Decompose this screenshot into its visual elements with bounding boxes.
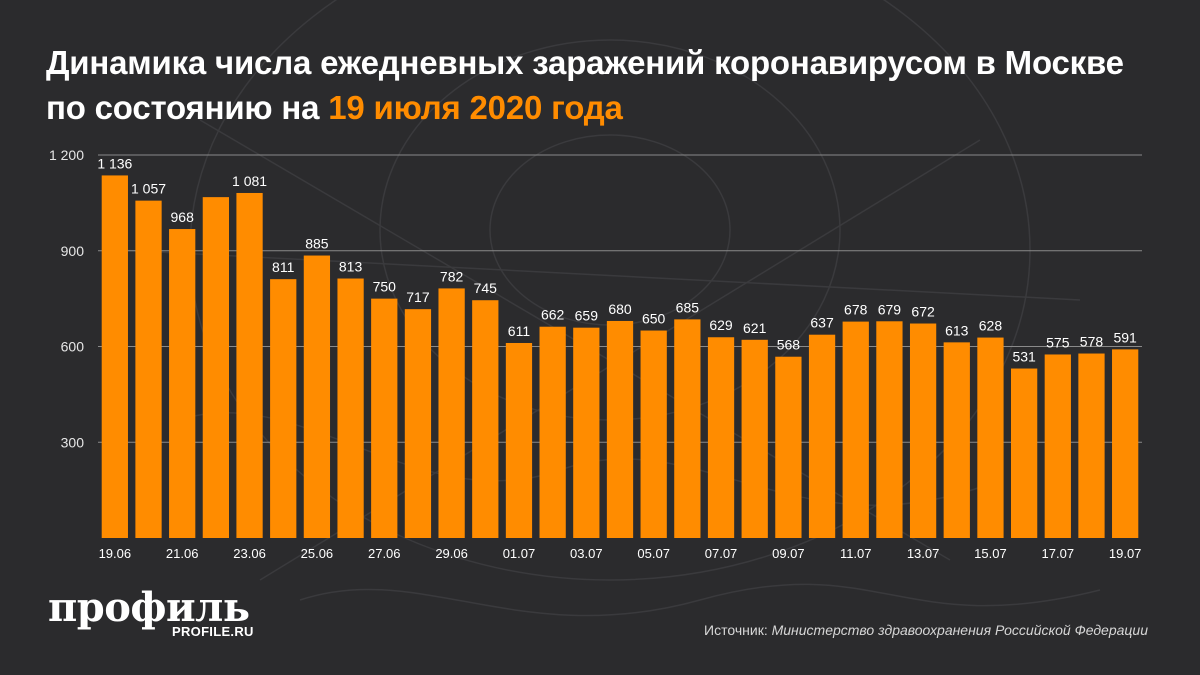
- x-tick-label: 23.06: [233, 546, 266, 561]
- x-tick-label: 09.07: [772, 546, 805, 561]
- bar-03.07: [573, 327, 600, 538]
- bar-18.07: [1078, 353, 1105, 538]
- y-tick-label: 600: [61, 339, 85, 355]
- x-tick-label: 01.07: [503, 546, 536, 561]
- data-label: 575: [1046, 334, 1070, 350]
- label-layer: 1 136 19.06 1 057 968 21.06 1 081 23.06 811 885 2…: [97, 155, 1141, 561]
- data-label: 628: [979, 318, 1003, 334]
- x-tick-label: 29.06: [435, 546, 468, 561]
- data-label: 662: [541, 307, 565, 323]
- bar-29.06: [438, 288, 465, 538]
- title-main: Динамика числа ежедневных заражений коро…: [46, 44, 1124, 126]
- bar-01.07: [505, 342, 533, 538]
- x-tick-label: 15.07: [974, 546, 1007, 561]
- bar-28.06: [404, 309, 432, 538]
- bar-19.07: [1112, 349, 1139, 538]
- bar-30.06: [472, 300, 499, 538]
- data-label: 578: [1080, 334, 1104, 350]
- bar-27.06: [371, 298, 398, 538]
- title-date-highlight: 19 июля 2020 года: [328, 89, 623, 126]
- data-label: 679: [878, 301, 902, 317]
- logo-text: профиль: [48, 584, 250, 631]
- data-label: 811: [272, 259, 295, 275]
- bar-13.07: [909, 323, 937, 538]
- data-label: 672: [911, 304, 935, 320]
- x-tick-label: 25.06: [301, 546, 334, 561]
- data-label: 782: [440, 268, 464, 284]
- data-label: 717: [406, 289, 430, 305]
- x-tick-label: 21.06: [166, 546, 199, 561]
- source-text: Министерство здравоохранения Российской …: [771, 622, 1148, 638]
- bar-15.07: [977, 337, 1004, 538]
- bar-22.06: [202, 197, 230, 538]
- data-label: 1 057: [131, 181, 166, 197]
- data-label: 680: [608, 301, 632, 317]
- y-tick-label: 1 200: [49, 147, 84, 163]
- bar-07.07: [707, 337, 735, 538]
- data-label: 568: [777, 337, 801, 353]
- bar-25.06: [303, 255, 331, 538]
- bar-20.06: [135, 200, 162, 538]
- data-label: 1 136: [97, 155, 132, 171]
- data-label: 745: [474, 280, 498, 296]
- data-label: 611: [508, 323, 531, 339]
- data-label: 678: [844, 302, 868, 318]
- bar-21.06: [169, 229, 196, 538]
- bar-11.07: [842, 321, 869, 538]
- x-tick-label: 19.06: [99, 546, 132, 561]
- x-tick-label: 05.07: [637, 546, 670, 561]
- y-tick-label: 900: [61, 243, 85, 259]
- data-label: 650: [642, 311, 666, 327]
- source-label: Источник:: [704, 622, 772, 638]
- data-label: 968: [171, 209, 195, 225]
- logo-subtext: PROFILE.RU: [172, 624, 254, 639]
- x-tick-label: 13.07: [907, 546, 940, 561]
- bar-26.06: [337, 278, 364, 538]
- bar-layer: [101, 175, 1139, 538]
- x-tick-label: 27.06: [368, 546, 401, 561]
- bar-19.06: [101, 175, 128, 538]
- bar-12.07: [876, 321, 903, 538]
- x-tick-label: 07.07: [705, 546, 738, 561]
- bar-16.07: [1010, 368, 1038, 538]
- x-tick-label: 19.07: [1109, 546, 1142, 561]
- data-label: 659: [575, 308, 599, 324]
- chart-title: Динамика числа ежедневных заражений коро…: [46, 40, 1166, 130]
- profile-logo: профиль PROFILE.RU: [48, 584, 253, 640]
- bar-02.07: [539, 326, 566, 538]
- bar-04.07: [606, 320, 634, 538]
- bar-05.07: [640, 330, 667, 538]
- bar-08.07: [741, 339, 768, 538]
- data-label: 637: [810, 315, 834, 331]
- data-label: 591: [1113, 329, 1137, 345]
- x-tick-label: 03.07: [570, 546, 603, 561]
- bar-09.07: [775, 356, 802, 538]
- data-label: 750: [373, 279, 397, 295]
- data-label: 685: [676, 299, 700, 315]
- data-label: 629: [709, 317, 733, 333]
- bar-06.07: [674, 319, 701, 538]
- x-tick-label: 17.07: [1042, 546, 1075, 561]
- y-tick-label: 300: [61, 434, 85, 450]
- bar-24.06: [270, 279, 297, 538]
- bar-10.07: [808, 334, 836, 538]
- data-label: 885: [305, 236, 329, 252]
- bar-17.07: [1044, 354, 1071, 538]
- data-label: 813: [339, 259, 363, 275]
- data-label: 621: [743, 320, 767, 336]
- data-label: 531: [1012, 349, 1036, 365]
- bar-14.07: [943, 342, 970, 538]
- data-label: 1 081: [232, 173, 267, 189]
- x-tick-label: 11.07: [840, 546, 872, 561]
- bar-23.06: [236, 192, 263, 538]
- data-label: 613: [945, 322, 969, 338]
- source-note: Источник: Министерство здравоохранения Р…: [704, 622, 1148, 638]
